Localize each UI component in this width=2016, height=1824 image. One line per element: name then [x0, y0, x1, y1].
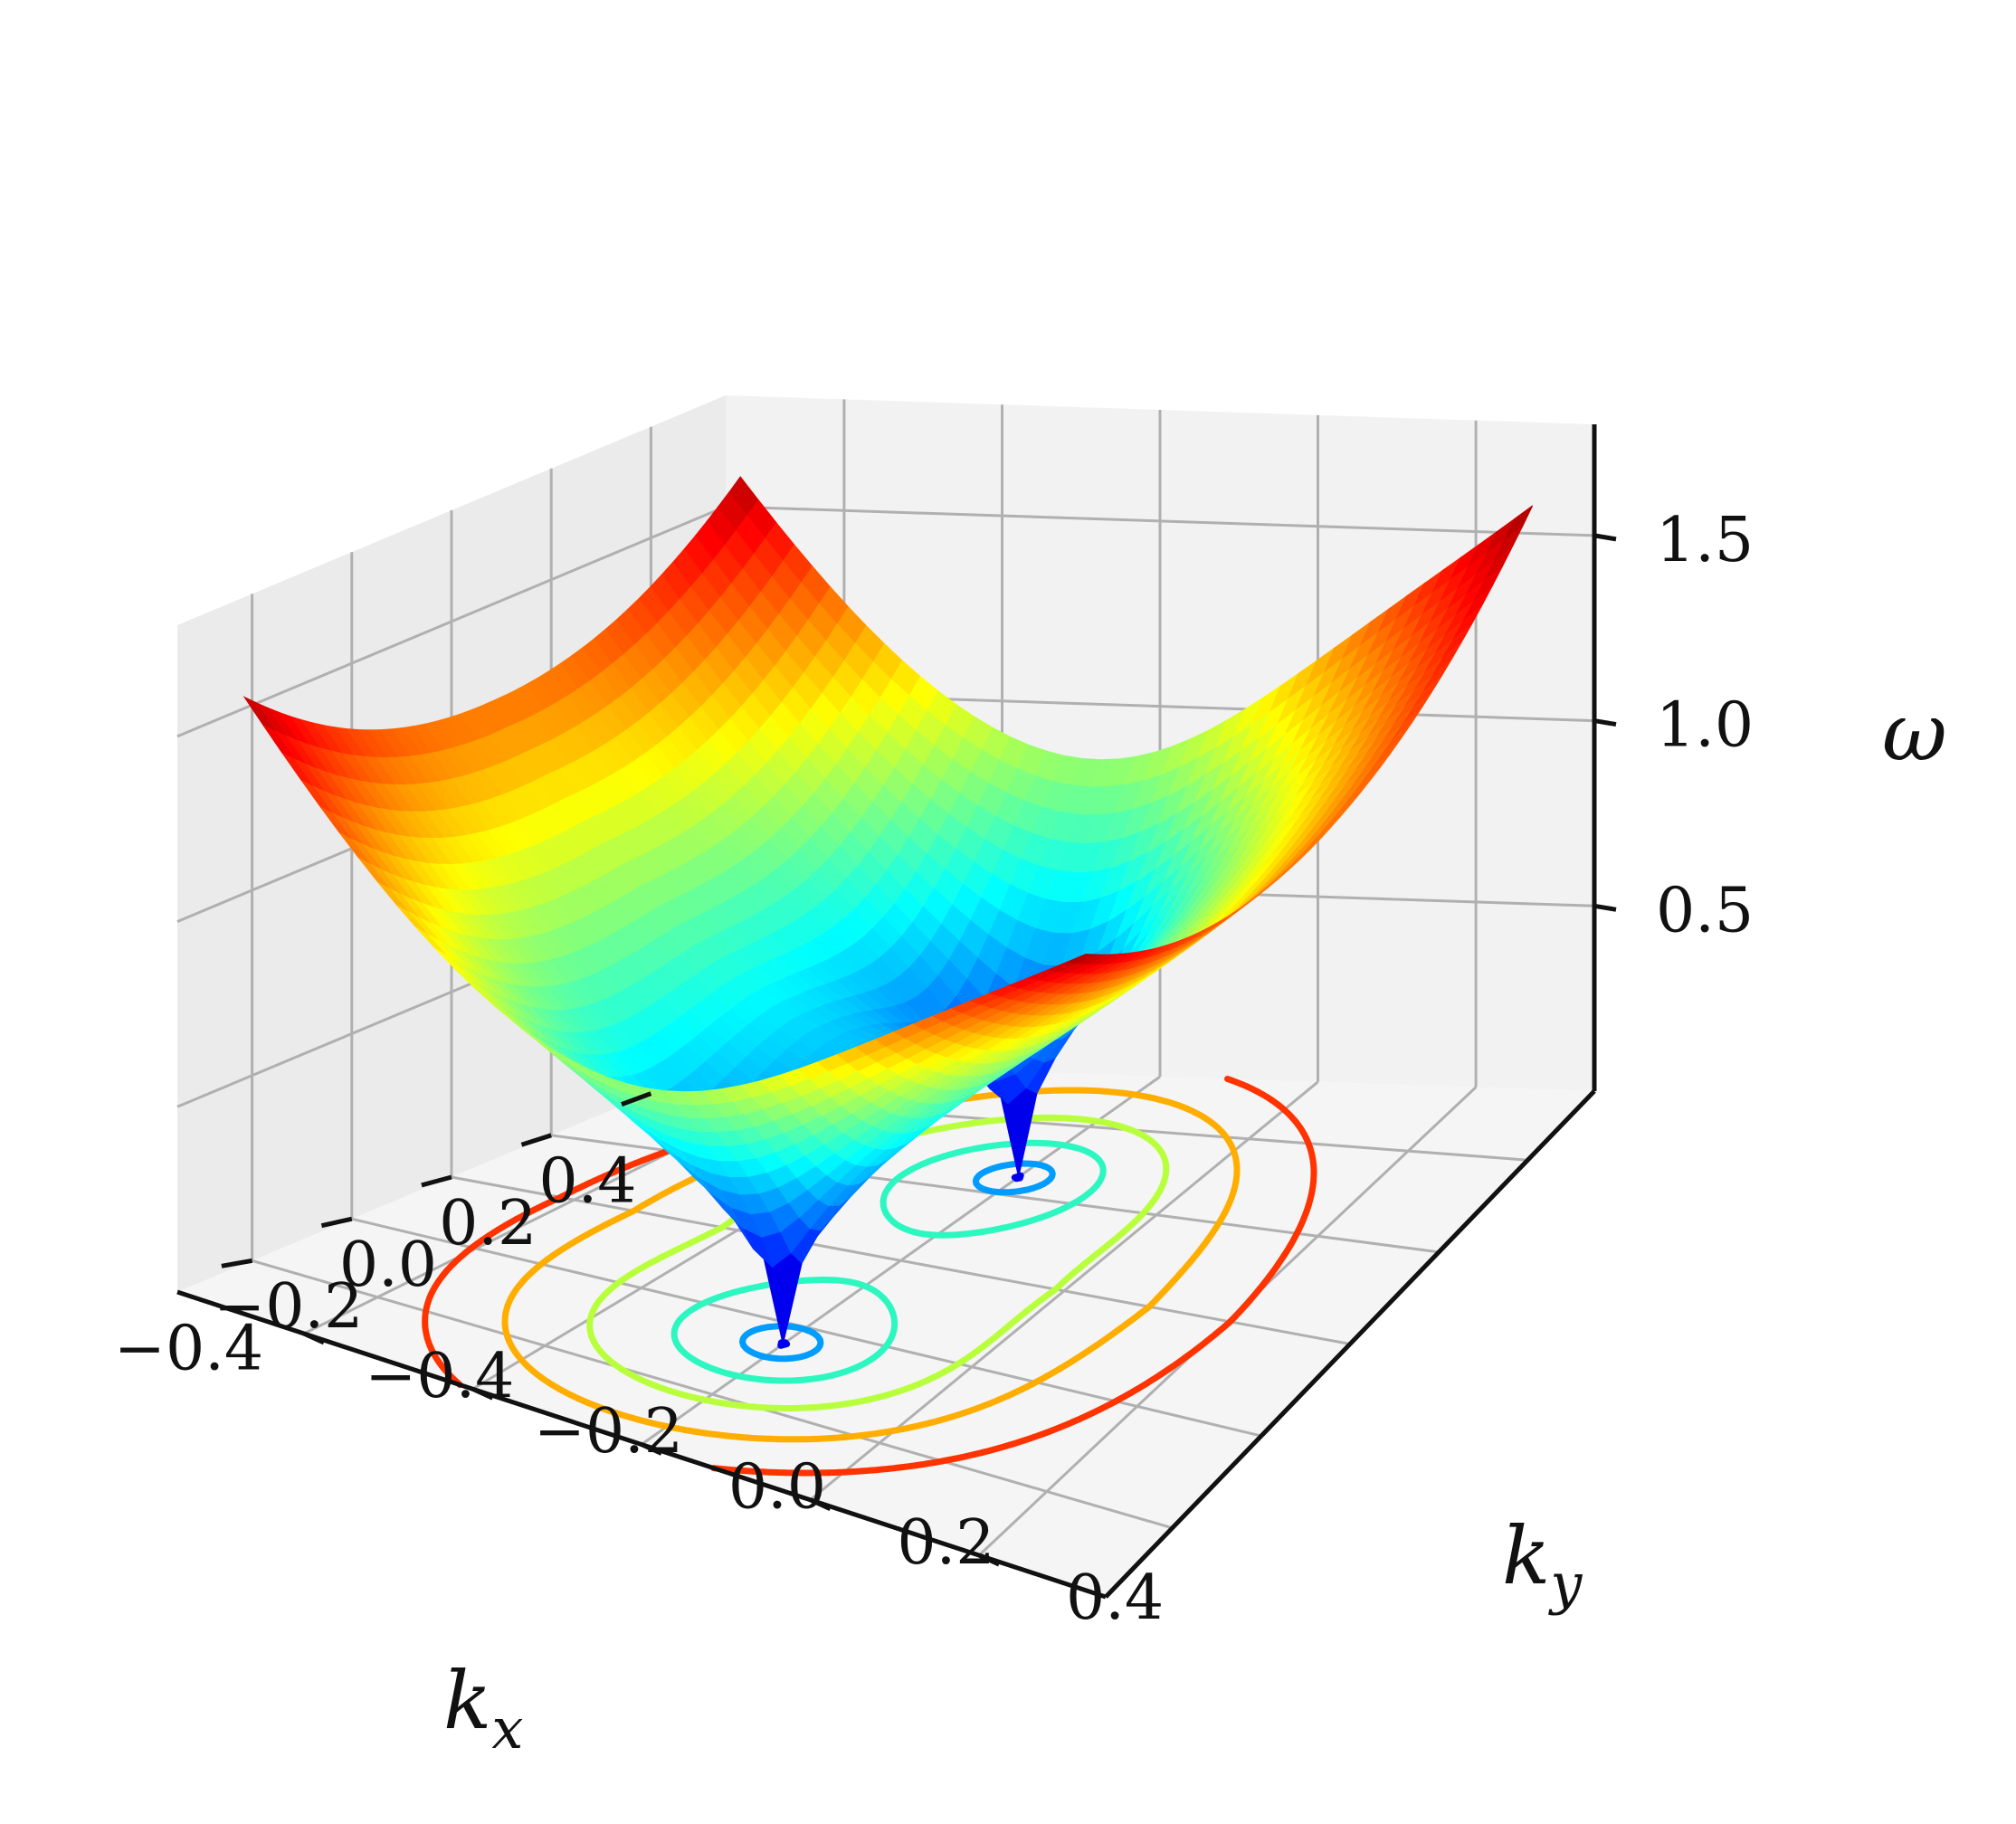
x-tick-label: −0.2 — [214, 1271, 363, 1343]
y-axis-label-main: k — [1502, 1509, 1550, 1602]
grid-line — [641, 1075, 1161, 1446]
y-tick-label: −0.2 — [534, 1396, 683, 1468]
x-axis-label-main: k — [443, 1654, 491, 1747]
y-axis-ticks: −0.4 −0.2 0.0 0.2 0.4 — [365, 1341, 1164, 1634]
contour-line — [670, 1139, 1107, 1384]
x-tick-mark — [520, 1133, 552, 1147]
contour-line — [739, 1160, 1056, 1363]
x-tick-mark — [320, 1216, 353, 1229]
y-tick-mark — [471, 1386, 494, 1401]
y-tick-label: −0.4 — [365, 1341, 514, 1412]
z-tick-mark — [1593, 718, 1617, 727]
x-axis-label-sub: x — [491, 1696, 523, 1762]
z-tick-label: 1.5 — [1656, 505, 1754, 576]
y-axis-label: ky — [1502, 1509, 1583, 1617]
axis-lines — [176, 424, 1617, 1600]
x-tick-mark — [621, 1091, 652, 1107]
z-tick-mark — [1593, 903, 1617, 912]
x-tick-label: 0.4 — [538, 1146, 636, 1218]
y-tick-label: 0.2 — [897, 1507, 994, 1579]
z-axis-label: ω — [1882, 686, 1947, 779]
x-tick-mark — [221, 1258, 253, 1268]
x-axis-ticks: −0.4 −0.2 0.0 0.2 0.4 — [114, 1146, 636, 1385]
x-tick-mark — [421, 1174, 452, 1188]
y-tick-mark — [640, 1442, 663, 1456]
surface-mesh — [242, 476, 1534, 1344]
y-tick-mark — [302, 1331, 325, 1345]
y-tick-label: 0.0 — [728, 1452, 826, 1524]
y-tick-mark — [809, 1497, 832, 1512]
x-tick-label: −0.4 — [114, 1313, 263, 1384]
x-tick-label: 0.2 — [439, 1188, 537, 1259]
surface-patch — [1066, 953, 1097, 964]
y-tick-mark — [978, 1553, 1001, 1567]
y-axis-line — [1104, 1089, 1596, 1599]
y-axis-label-sub: y — [1547, 1551, 1583, 1617]
z-axis-ticks: 0.5 1.0 1.5 — [1656, 505, 1754, 946]
x-tick-label: 0.0 — [339, 1230, 437, 1301]
z-tick-label: 1.0 — [1656, 690, 1754, 762]
x-axis-label: kx — [443, 1654, 523, 1762]
contour-line — [501, 1087, 1241, 1443]
y-tick-label: 0.4 — [1066, 1563, 1164, 1634]
z-tick-label: 0.5 — [1656, 875, 1754, 946]
floor-pane — [177, 1062, 1594, 1597]
z-tick-mark — [1593, 533, 1617, 542]
